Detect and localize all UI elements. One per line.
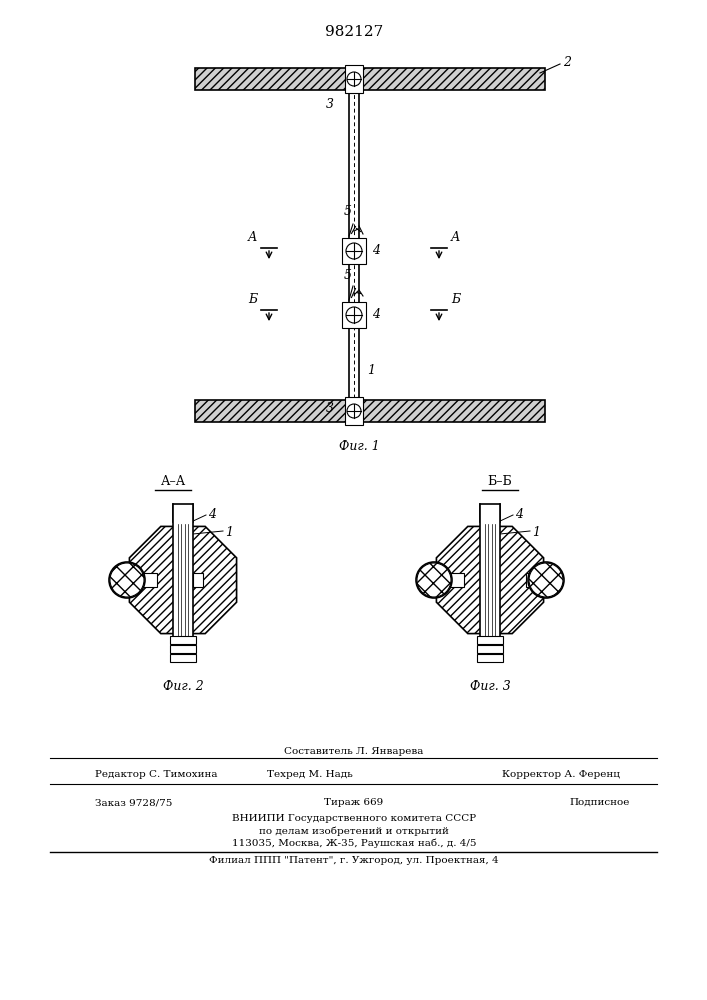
Bar: [173, 504, 193, 656]
Text: 4: 4: [372, 308, 380, 322]
Circle shape: [347, 404, 361, 418]
Bar: [345, 65, 363, 93]
Text: Составитель Л. Январева: Составитель Л. Январева: [284, 747, 423, 756]
Bar: [342, 238, 366, 264]
Bar: [526, 573, 540, 587]
Text: А: А: [451, 231, 460, 244]
Circle shape: [347, 72, 361, 86]
Bar: [195, 68, 545, 90]
Text: Б: Б: [451, 293, 460, 306]
Bar: [170, 636, 196, 644]
Bar: [143, 573, 157, 587]
Bar: [345, 397, 363, 425]
Text: Б–Б: Б–Б: [488, 475, 513, 488]
Text: 982127: 982127: [325, 25, 383, 39]
Text: А–А: А–А: [160, 475, 186, 488]
Text: Тираж 669: Тираж 669: [325, 798, 384, 807]
Circle shape: [109, 562, 145, 598]
Text: Фиг. 1: Фиг. 1: [339, 440, 380, 453]
Text: 2: 2: [563, 55, 571, 68]
Bar: [170, 645, 196, 653]
Text: Фиг. 2: Фиг. 2: [163, 680, 204, 693]
Text: 4: 4: [208, 508, 216, 522]
Text: 3: 3: [326, 402, 334, 415]
Text: Редактор С. Тимохина: Редактор С. Тимохина: [95, 770, 218, 779]
Text: 5: 5: [344, 269, 352, 282]
Bar: [480, 504, 500, 656]
Bar: [477, 636, 503, 644]
Polygon shape: [436, 526, 544, 634]
Text: Заказ 9728/75: Заказ 9728/75: [95, 798, 173, 807]
Text: 5: 5: [344, 205, 352, 218]
Text: Филиал ППП "Патент", г. Ужгород, ул. Проектная, 4: Филиал ППП "Патент", г. Ужгород, ул. Про…: [209, 856, 499, 865]
Bar: [477, 645, 503, 653]
Text: Техред М. Надь: Техред М. Надь: [267, 770, 353, 779]
Bar: [450, 573, 464, 587]
Circle shape: [346, 307, 362, 323]
Bar: [342, 302, 366, 328]
Bar: [195, 400, 545, 422]
Text: Подписное: Подписное: [570, 798, 630, 807]
Bar: [170, 654, 196, 662]
Text: 1: 1: [532, 526, 540, 538]
Text: 1: 1: [225, 526, 233, 538]
Text: 4: 4: [372, 244, 380, 257]
Text: по делам изобретений и открытий: по делам изобретений и открытий: [259, 826, 449, 836]
Text: ВНИИПИ Государственного комитета СССР: ВНИИПИ Государственного комитета СССР: [232, 814, 476, 823]
Text: 3: 3: [326, 98, 334, 111]
Text: Б: Б: [248, 293, 257, 306]
Circle shape: [528, 562, 564, 598]
Text: А: А: [247, 231, 257, 244]
Polygon shape: [129, 526, 237, 634]
Circle shape: [346, 243, 362, 259]
Text: Фиг. 3: Фиг. 3: [469, 680, 510, 693]
Circle shape: [416, 562, 452, 598]
Bar: [193, 573, 203, 587]
Bar: [477, 654, 503, 662]
Text: 1: 1: [367, 363, 375, 376]
Text: Корректор А. Ференц: Корректор А. Ференц: [502, 770, 620, 779]
Text: 4: 4: [515, 508, 523, 522]
Text: 113035, Москва, Ж-35, Раушская наб., д. 4/5: 113035, Москва, Ж-35, Раушская наб., д. …: [232, 838, 477, 848]
